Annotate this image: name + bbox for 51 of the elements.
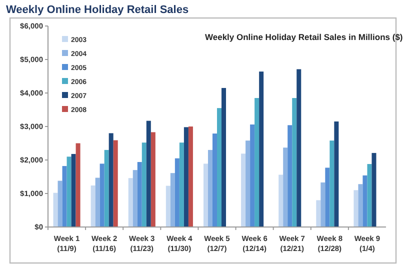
bar [296, 69, 302, 227]
bar [250, 124, 255, 227]
bar [66, 156, 72, 227]
bar [166, 186, 170, 227]
bar [113, 140, 118, 227]
bar [358, 184, 363, 227]
bar [142, 142, 146, 227]
bar [208, 150, 212, 227]
bar [104, 150, 109, 227]
bar [367, 164, 372, 227]
text: Weekly Online Holiday Retail Sales in Millions ($) [205, 32, 403, 42]
bar [278, 174, 284, 227]
bar [108, 133, 114, 227]
bar [372, 152, 376, 227]
bar [222, 88, 226, 227]
bar [71, 154, 76, 227]
bar [320, 182, 326, 227]
bar [76, 143, 80, 227]
bar [334, 121, 339, 227]
bar [354, 190, 358, 227]
bar [170, 173, 175, 227]
bar [292, 98, 297, 227]
bar [241, 154, 246, 227]
bar [283, 148, 288, 227]
bar [203, 164, 208, 227]
bar [184, 127, 188, 227]
bar [288, 125, 292, 227]
bar [325, 168, 330, 227]
bar [179, 142, 184, 227]
bar [62, 166, 67, 227]
bar [217, 108, 222, 227]
bar [58, 180, 62, 227]
bar [132, 170, 138, 227]
bar [174, 158, 180, 227]
bar [146, 120, 151, 227]
bar [246, 140, 250, 227]
bar [137, 162, 142, 227]
bar [330, 140, 334, 227]
bar [150, 132, 156, 227]
bar [90, 185, 96, 227]
bar [53, 192, 58, 227]
bar [212, 134, 217, 227]
bar [188, 126, 193, 227]
bar [100, 164, 104, 227]
bar [259, 72, 264, 227]
bar [316, 200, 321, 227]
bar [95, 178, 100, 227]
bar [362, 175, 368, 227]
chart-title: Weekly Online Holiday Retail Sales [6, 4, 189, 16]
bar [254, 98, 260, 227]
bar [128, 178, 133, 227]
